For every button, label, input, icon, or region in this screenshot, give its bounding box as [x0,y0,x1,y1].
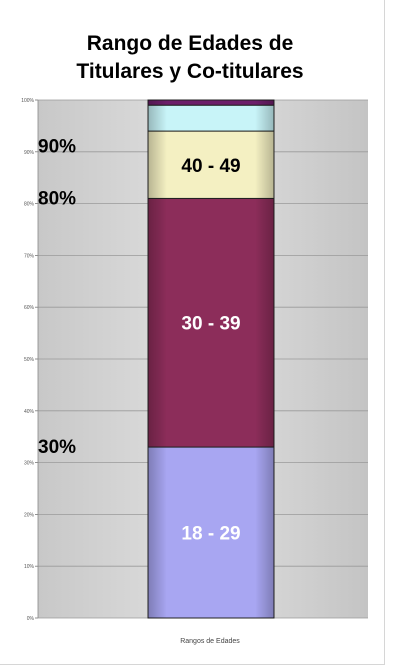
segment-label: 30 - 39 [181,314,240,335]
y-tick-label: 0% [27,616,35,622]
bar-segment-shade [148,100,274,106]
y-tick-label: 30% [24,461,35,467]
segment-label: 40 - 49 [181,156,240,177]
cumulative-percent-label: 90% [38,137,76,158]
chart-title-line-2: Titulares y Co-titulares [76,60,303,83]
y-tick-label: 90% [24,150,35,156]
segment-label: 18 - 29 [181,524,240,545]
x-category-label: Rangos de Edades [180,638,240,645]
chart-frame: Rango de Edades de Titulares y Co-titula… [0,0,385,665]
y-tick-label: 20% [24,512,35,518]
cumulative-percent-label: 80% [38,188,76,209]
y-tick-label: 50% [24,357,35,363]
y-tick-label: 70% [24,253,35,259]
y-tick-label: 60% [24,305,35,311]
cumulative-percent-label: 30% [38,437,76,458]
bar-segment-shade [148,447,274,618]
y-tick-label: 40% [24,409,35,415]
chart-title-line-1: Rango de Edades de [87,32,294,55]
y-tick-label: 100% [21,98,34,104]
age-range-chart: Rango de Edades de Titulares y Co-titula… [21,32,368,645]
y-tick-label: 10% [24,564,35,570]
bar-segment-shade [148,198,274,448]
bar-segment-shade [148,105,274,132]
y-tick-label: 80% [24,202,35,208]
bar-segment-shade [148,131,274,199]
